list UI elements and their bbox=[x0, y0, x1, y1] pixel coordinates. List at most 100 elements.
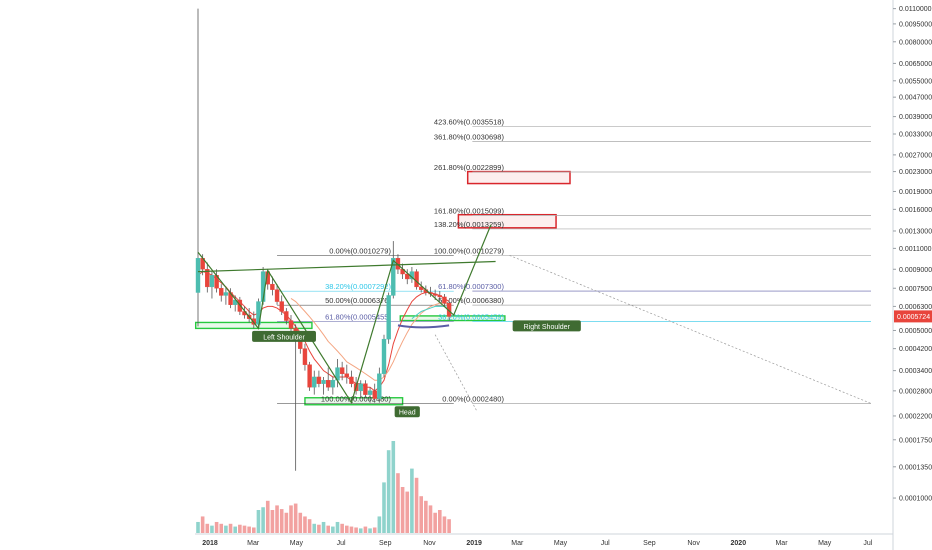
fib-left-label: 50.00%(0.0006376) bbox=[325, 296, 391, 305]
volume-bar bbox=[340, 523, 344, 533]
x-tick-label: Jul bbox=[601, 540, 610, 547]
moving-average-line bbox=[411, 305, 450, 320]
volume-bar bbox=[293, 503, 298, 533]
volume-bar bbox=[200, 516, 205, 533]
fib-right-label: 161.80%(0.0015099) bbox=[434, 206, 505, 215]
candle-body bbox=[405, 273, 410, 280]
moving-average-line bbox=[197, 271, 450, 392]
volume-bar bbox=[275, 505, 279, 533]
candle-body bbox=[195, 258, 201, 293]
pattern-zigzag bbox=[197, 224, 492, 405]
candle-body bbox=[316, 376, 322, 384]
volume-bar bbox=[205, 523, 210, 533]
candle-body bbox=[284, 311, 289, 321]
candle-body bbox=[377, 373, 382, 399]
fib-right-label: 361.80%(0.0030698) bbox=[434, 133, 505, 142]
volume-bar bbox=[354, 527, 358, 533]
candle-body bbox=[312, 376, 317, 388]
volume-bar bbox=[447, 519, 451, 533]
y-tick-label: 0.0047000 bbox=[899, 95, 932, 102]
fib-right-label: 50.00%(0.0006380) bbox=[438, 296, 504, 305]
volume-bar bbox=[298, 512, 303, 533]
fib-right-label: 423.60%(0.0035518) bbox=[434, 117, 505, 126]
x-tick-label: Nov bbox=[687, 540, 700, 547]
volume-bar bbox=[377, 516, 382, 533]
volume-bar bbox=[238, 524, 242, 533]
candle-body bbox=[209, 275, 215, 288]
y-tick-label: 0.0033000 bbox=[899, 131, 932, 138]
volume-bar bbox=[363, 526, 368, 533]
x-tick-label: Sep bbox=[379, 540, 392, 547]
y-tick-label: 0.0002200 bbox=[899, 413, 932, 420]
y-tick-label: 0.0006300 bbox=[899, 304, 932, 311]
fib-right-label: 61.80%(0.0007300) bbox=[438, 282, 504, 291]
candle-body bbox=[279, 301, 284, 312]
y-tick-label: 0.0007500 bbox=[899, 286, 932, 293]
target-box bbox=[457, 213, 557, 229]
x-tick-label: 2019 bbox=[466, 540, 482, 547]
volume-bar bbox=[265, 500, 270, 533]
volume-bar bbox=[284, 512, 289, 533]
fib-left-label: 61.80%(0.0005455) bbox=[325, 312, 391, 321]
candle-body bbox=[288, 320, 294, 329]
y-tick-label: 0.0009000 bbox=[899, 267, 932, 274]
x-tick-label: May bbox=[290, 540, 304, 547]
y-tick-label: 0.0065000 bbox=[899, 61, 932, 68]
volume-bar bbox=[358, 528, 363, 533]
fib-left-label: 0.00%(0.0010279) bbox=[329, 246, 391, 255]
fib-left-label: 100.00%(0.0002480) bbox=[321, 394, 392, 403]
fib-right-label: 38.20%(0.0005459) bbox=[438, 312, 504, 321]
y-tick-label: 0.0055000 bbox=[899, 78, 932, 85]
candle-body bbox=[326, 380, 331, 388]
candle-body bbox=[381, 338, 387, 374]
candle-body bbox=[339, 367, 345, 374]
right-shoulder-label-bg bbox=[512, 320, 581, 332]
volume-bar bbox=[214, 521, 219, 533]
candle-body bbox=[321, 380, 326, 384]
candle-body bbox=[363, 383, 368, 395]
current-price-label: 0.0005724 bbox=[897, 314, 930, 321]
moving-average-line bbox=[290, 298, 450, 381]
x-tick-label: Jul bbox=[863, 540, 872, 547]
candle-body bbox=[349, 376, 354, 384]
volume-bar bbox=[228, 523, 233, 533]
support-box bbox=[304, 397, 404, 406]
y-tick-label: 0.0011000 bbox=[899, 246, 932, 253]
left-shoulder-label-bg bbox=[252, 330, 316, 342]
volume-bar bbox=[433, 512, 437, 533]
left-shoulder-label: Left Shoulder bbox=[263, 334, 305, 341]
volume-bar bbox=[252, 527, 256, 533]
shoulder-curve bbox=[397, 324, 450, 329]
fib-right-label: 0.00%(0.0002480) bbox=[442, 394, 504, 403]
projection-line bbox=[509, 255, 872, 404]
target-box bbox=[466, 170, 571, 185]
y-tick-label: 0.0016000 bbox=[899, 207, 932, 214]
head-label: Head bbox=[399, 410, 416, 417]
volume-bar bbox=[438, 510, 442, 533]
x-tick-label: May bbox=[818, 540, 832, 547]
volume-bar bbox=[247, 526, 251, 533]
volume-bar bbox=[261, 507, 265, 533]
volume-bar bbox=[289, 505, 293, 533]
volume-bar bbox=[210, 525, 214, 533]
volume-bar bbox=[372, 527, 377, 533]
y-tick-label: 0.0019000 bbox=[899, 189, 932, 196]
volume-bar bbox=[400, 487, 405, 533]
fib-right-label: 138.20%(0.0013259) bbox=[434, 220, 505, 229]
candle-body bbox=[437, 295, 442, 298]
y-tick-label: 0.0005000 bbox=[899, 328, 932, 335]
candle-body bbox=[367, 390, 373, 395]
candle-body bbox=[223, 292, 229, 296]
volume-bar bbox=[405, 491, 410, 533]
y-tick-label: 0.0001000 bbox=[899, 496, 932, 503]
fib-right-label: 100.00%(0.0010279) bbox=[434, 246, 505, 255]
candle-body bbox=[414, 271, 419, 288]
x-tick-label: May bbox=[554, 540, 568, 547]
volume-bar bbox=[386, 450, 391, 533]
y-tick-label: 0.0013000 bbox=[899, 228, 932, 235]
volume-bar bbox=[414, 477, 419, 533]
volume-bar bbox=[321, 521, 326, 533]
x-tick-label: Sep bbox=[643, 540, 656, 547]
